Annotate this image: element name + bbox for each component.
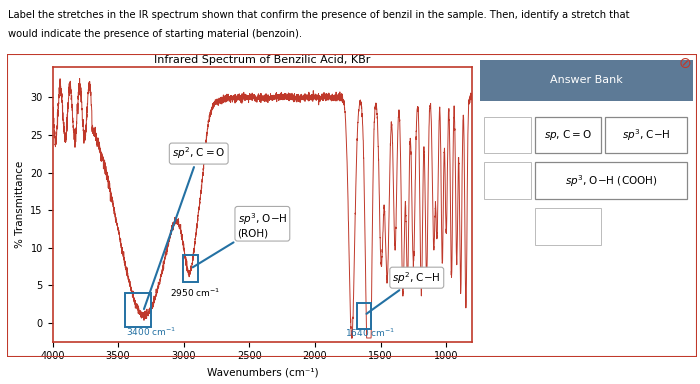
Text: $\it{sp}^3$, O$-$H (COOH): $\it{sp}^3$, O$-$H (COOH) (565, 173, 657, 189)
Bar (183, 255, 197, 281)
FancyBboxPatch shape (535, 162, 687, 199)
FancyBboxPatch shape (480, 60, 693, 101)
Text: $\it{sp}^2$, C$-$H: $\it{sp}^2$, C$-$H (367, 270, 441, 314)
Text: would indicate the presence of starting material (benzoin).: would indicate the presence of starting … (8, 29, 302, 39)
Y-axis label: % Transmittance: % Transmittance (15, 161, 24, 248)
FancyBboxPatch shape (535, 208, 601, 245)
FancyBboxPatch shape (535, 117, 601, 153)
Text: $\it{sp}$, C$=$O: $\it{sp}$, C$=$O (544, 128, 592, 142)
Text: Answer Bank: Answer Bank (550, 75, 622, 85)
Text: Label the stretches in the IR spectrum shown that confirm the presence of benzil: Label the stretches in the IR spectrum s… (8, 10, 630, 20)
Bar (125, 293, 151, 327)
FancyBboxPatch shape (484, 117, 531, 153)
FancyBboxPatch shape (606, 117, 687, 153)
Title: Infrared Spectrum of Benzilic Acid, KBr: Infrared Spectrum of Benzilic Acid, KBr (154, 55, 371, 65)
Text: 1640 cm$^{-1}$: 1640 cm$^{-1}$ (345, 327, 396, 339)
Bar (357, 303, 372, 329)
FancyBboxPatch shape (484, 162, 531, 199)
Text: $\it{sp}^2$, C$=$O: $\it{sp}^2$, C$=$O (144, 146, 225, 309)
Text: ⊘: ⊘ (679, 56, 692, 71)
X-axis label: Wavenumbers (cm⁻¹): Wavenumbers (cm⁻¹) (206, 367, 318, 377)
Text: 2950 cm$^{-1}$: 2950 cm$^{-1}$ (171, 286, 220, 299)
Text: $\it{sp}^3$, O$-$H
(ROH): $\it{sp}^3$, O$-$H (ROH) (193, 211, 287, 267)
Text: $\it{sp}^3$, C$-$H: $\it{sp}^3$, C$-$H (622, 127, 671, 143)
Text: 3400 cm$^{-1}$: 3400 cm$^{-1}$ (126, 326, 176, 338)
